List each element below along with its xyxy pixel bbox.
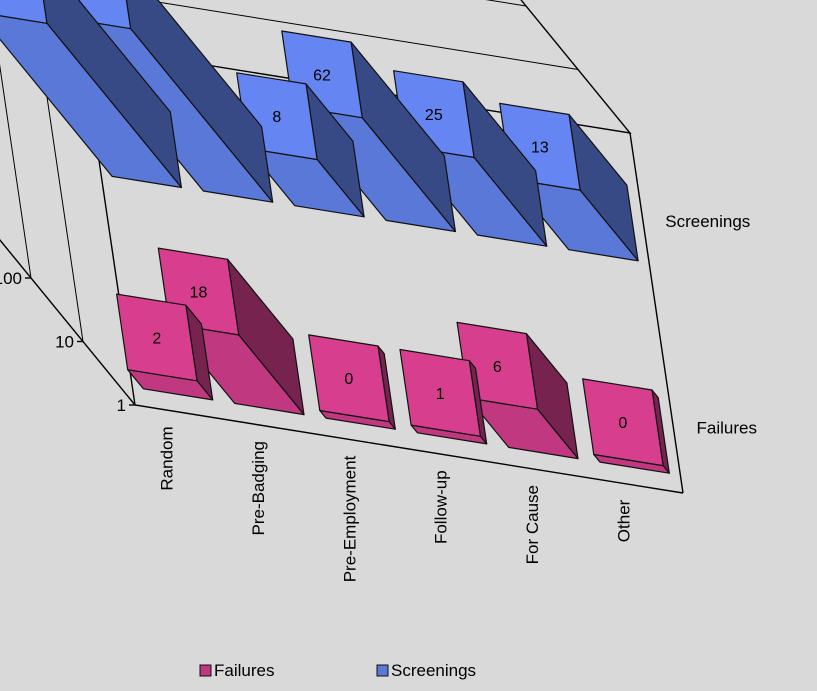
bar-screenings-random: 386: [0, 0, 182, 189]
gridline: [0, 0, 527, 279]
bar-failures-other: 0: [582, 378, 670, 474]
data-label: 6: [493, 359, 502, 376]
category-label: Other: [614, 499, 633, 542]
floor-right-edge: [629, 132, 684, 494]
data-label: 0: [344, 371, 353, 388]
bars: 13256285423860610182: [0, 0, 670, 474]
category-labels: Screenings Failures Random Pre-Badging Pre-E…: [158, 212, 757, 582]
bar-top: [0, 0, 48, 24]
category-label: For Cause: [523, 485, 542, 564]
bar-top: [308, 334, 390, 423]
left-wall: [44, 0, 136, 406]
bar-top: [582, 378, 664, 467]
category-label: Pre-Badging: [249, 441, 268, 536]
legend-item-screenings: Screenings: [376, 661, 476, 680]
data-label: 1: [436, 386, 445, 403]
data-label: 25: [425, 107, 443, 124]
bar-failures-random: 2: [115, 293, 214, 401]
data-label: 18: [190, 284, 208, 301]
legend-label: Failures: [214, 661, 274, 680]
category-label: Follow-up: [432, 470, 451, 544]
gridlines: [0, 0, 579, 342]
depth-label-failures: Failures: [697, 418, 757, 437]
data-label: 8: [272, 109, 281, 126]
gridline: [32, 0, 579, 342]
category-label: Random: [158, 426, 177, 490]
legend-label: Screenings: [391, 661, 476, 680]
data-label: 2: [152, 330, 161, 347]
data-label: 13: [531, 140, 549, 157]
legend-item-failures: Failures: [199, 661, 274, 680]
legend-swatch: [376, 664, 389, 677]
legend: Failures Screenings: [199, 661, 476, 680]
data-label: 0: [618, 415, 627, 432]
depth-label-screenings: Screenings: [665, 212, 750, 231]
y-tick-label: 1: [117, 396, 126, 415]
bar-top: [115, 293, 198, 382]
bar-top: [399, 348, 481, 437]
y-tick-label: 10: [55, 333, 74, 352]
data-label: 62: [313, 67, 331, 84]
category-label: Pre-Employment: [340, 455, 359, 582]
bar-screenings-other: 13: [499, 102, 639, 262]
y-tick-label: 100: [0, 269, 22, 288]
bar-failures-pre-employment: 0: [308, 334, 396, 430]
bar-failures-follow-up: 1: [399, 348, 488, 445]
legend-swatch: [199, 664, 212, 677]
y-axis: 110100100010000: [0, 269, 135, 415]
